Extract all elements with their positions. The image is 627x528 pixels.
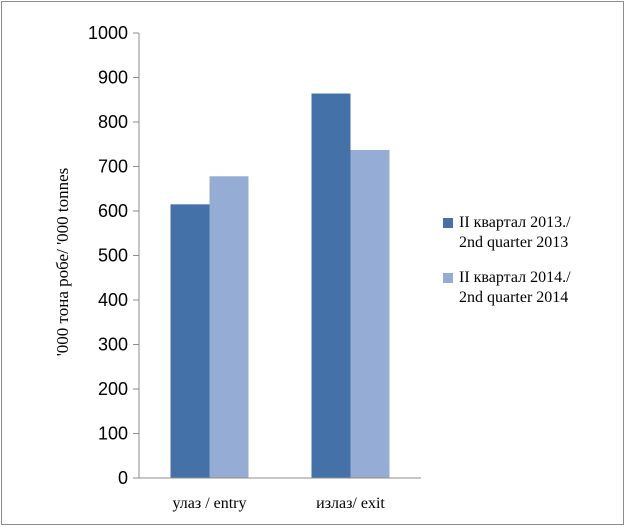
legend: II квартал 2013./ 2nd quarter 2013 II кв… (443, 213, 627, 323)
y-tick-label-300: 300 (98, 335, 128, 355)
y-tick-label-900: 900 (98, 68, 128, 88)
legend-label-2014-line1: II квартал 2014./ (459, 269, 571, 286)
y-tick-label-0: 0 (118, 468, 128, 488)
y-tick-label-500: 500 (98, 246, 128, 266)
category-label-0: улаз / entry (172, 495, 246, 512)
bar-series0-cat1 (311, 93, 351, 479)
bar-series1-cat1 (350, 150, 390, 478)
legend-label-2013-line1: II квартал 2013./ (459, 214, 571, 231)
bar-series0-cat0 (170, 204, 210, 478)
y-tick-label-400: 400 (98, 290, 128, 310)
bar-series1-cat0 (209, 176, 249, 479)
category-label-1: излаз/ exit (316, 495, 385, 512)
y-tick-label-100: 100 (98, 424, 128, 444)
legend-label-2014-line2: 2nd quarter 2014 (459, 289, 569, 306)
y-axis-label: '000 тона робе/ '000 tonnes (53, 168, 72, 357)
y-tick-label-1000: 1000 (88, 23, 128, 43)
y-tick-label-600: 600 (98, 201, 128, 221)
y-tick-labels: 0 100 200 300 400 500 600 700 800 900 1000 (88, 23, 139, 488)
y-tick-label-700: 700 (98, 157, 128, 177)
legend-item-2014: II квартал 2014./ 2nd quarter 2014 (443, 268, 627, 308)
legend-swatch-2013 (443, 218, 453, 228)
legend-label-2013-line2: 2nd quarter 2013 (459, 234, 569, 251)
y-tick-label-800: 800 (98, 112, 128, 132)
legend-swatch-2014 (443, 273, 453, 283)
y-tick-label-200: 200 (98, 379, 128, 399)
category-labels: улаз / entry излаз/ exit (172, 495, 385, 512)
legend-item-2013: II квартал 2013./ 2nd quarter 2013 (443, 213, 627, 253)
bars (170, 93, 390, 479)
